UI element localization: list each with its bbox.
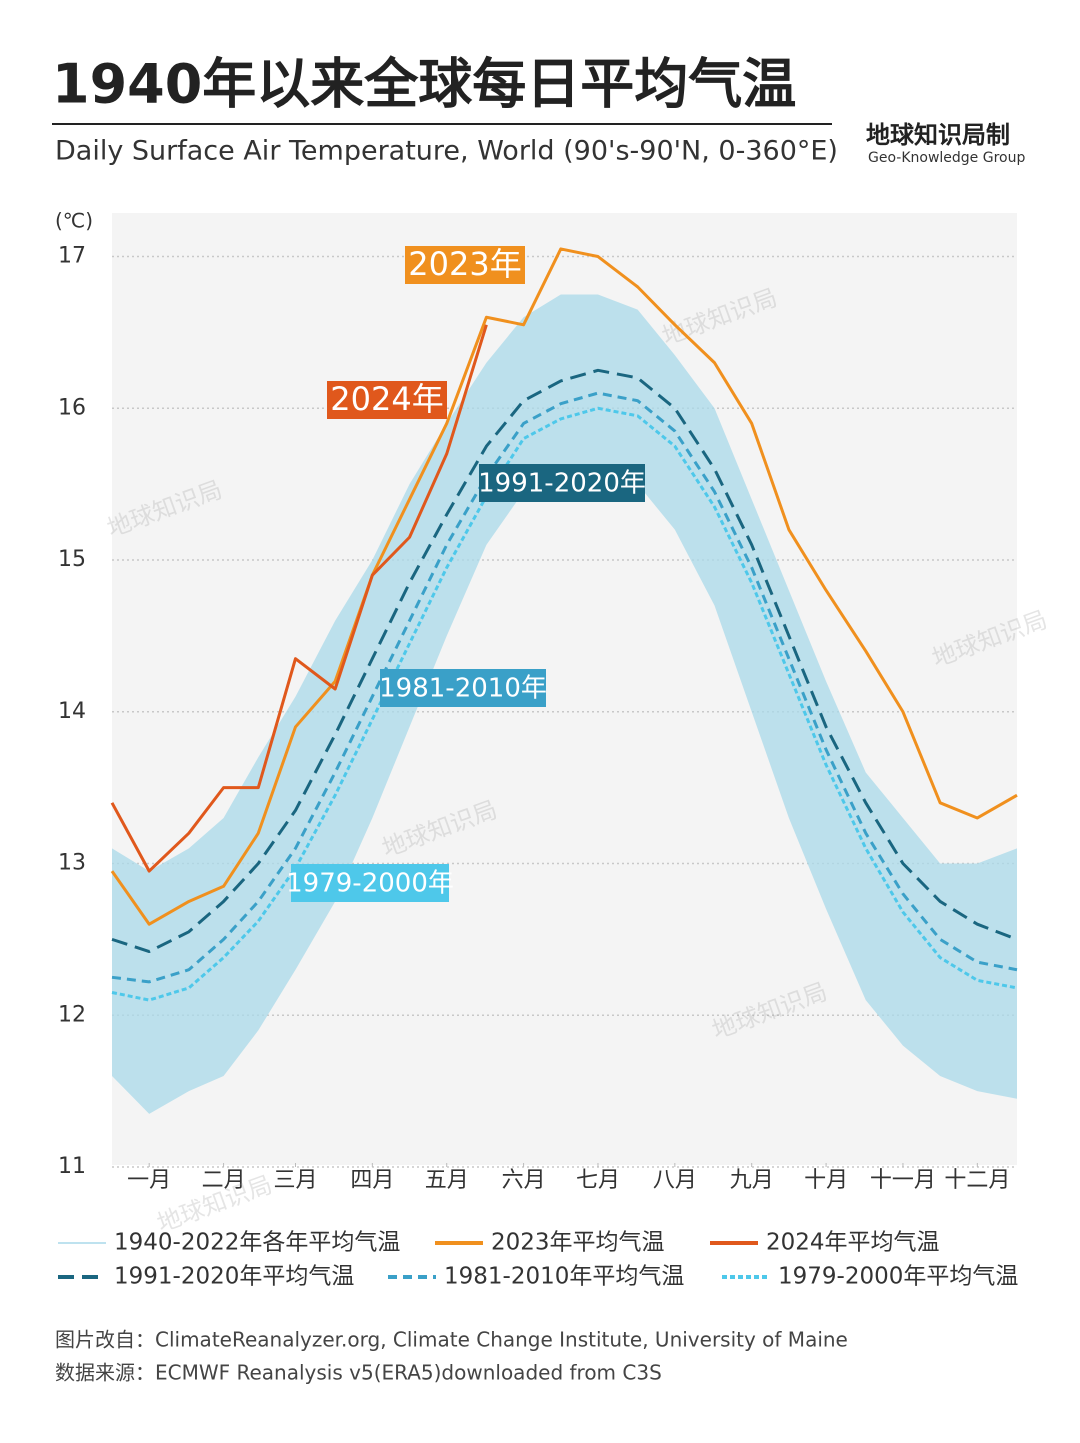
source-line: 数据来源：ECMWF Reanalysis v5(ERA5)downloaded…: [55, 1361, 662, 1385]
legend-label: 1979-2000年平均气温: [778, 1264, 1018, 1290]
y-tick-label: 12: [58, 1002, 86, 1027]
annotation: 2024年: [330, 380, 443, 418]
legend-label: 1991-2020年平均气温: [114, 1264, 354, 1290]
y-tick-label: 11: [58, 1154, 86, 1179]
x-tick-label: 八月: [653, 1168, 697, 1193]
legend-label: 2024年平均气温: [766, 1230, 940, 1256]
x-tick-label: 六月: [502, 1168, 546, 1193]
legend-label: 1981-2010年平均气温: [444, 1264, 684, 1290]
brand: 地球知识局制: [866, 121, 1010, 149]
annotation: 2023年: [408, 245, 521, 283]
y-tick-label: 15: [58, 547, 86, 572]
chart-title: 1940年以来全球每日平均气温: [52, 53, 796, 116]
x-tick-label: 九月: [730, 1168, 774, 1193]
range-band: [112, 294, 1017, 1114]
series-line: [111, 391, 1018, 984]
annotation-box: [327, 381, 447, 419]
x-tick-label: 二月: [202, 1168, 246, 1193]
annotation: 1981-2010年: [379, 674, 547, 704]
annotation: 1991-2020年: [478, 469, 646, 499]
x-tick-label: 十二月: [944, 1168, 1010, 1193]
y-tick-label: 14: [58, 699, 86, 724]
annotation-box: [380, 669, 546, 707]
source-line: 图片改自：ClimateReanalyzer.org, Climate Chan…: [55, 1328, 848, 1352]
subtitle: Daily Surface Air Temperature, World (90…: [55, 136, 838, 167]
x-tick-label: 三月: [273, 1168, 317, 1193]
x-tick-label: 十月: [804, 1168, 848, 1193]
annotation-box: [405, 246, 525, 284]
series-line: [111, 368, 1018, 954]
series-line: [110, 324, 488, 873]
legend-label: 2023年平均气温: [491, 1230, 665, 1256]
annotation-box: [479, 464, 645, 502]
legend-label: 1940-2022年各年平均气温: [114, 1230, 400, 1256]
brand-en: Geo-Knowledge Group: [868, 150, 1025, 166]
x-tick-label: 七月: [576, 1168, 620, 1193]
x-tick-label: 四月: [350, 1168, 394, 1193]
x-tick-label: 一月: [127, 1168, 171, 1193]
annotation: 1979-2000年: [286, 869, 454, 899]
series-line: [110, 247, 1018, 926]
annotation-box: [291, 864, 449, 902]
series-line: [111, 406, 1018, 1002]
y-tick-label: 16: [58, 395, 86, 420]
x-tick-label: 五月: [425, 1168, 469, 1193]
y-tick-label: 17: [58, 244, 86, 269]
y-unit: (℃): [55, 209, 93, 233]
x-tick-label: 十一月: [870, 1168, 936, 1193]
y-tick-label: 13: [58, 851, 86, 876]
